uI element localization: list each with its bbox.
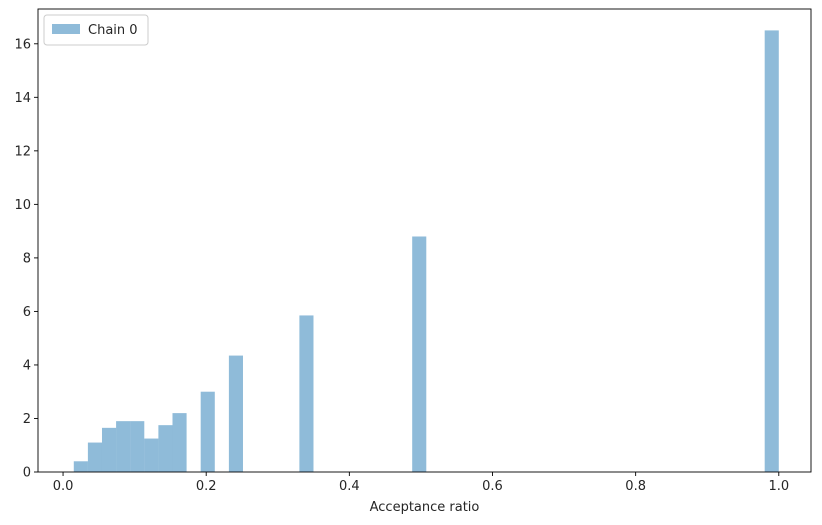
- histogram-bar: [764, 30, 779, 472]
- legend-box: [43, 14, 149, 46]
- histogram-bar: [87, 442, 102, 472]
- legend-label: Chain 0: [88, 23, 138, 38]
- y-tick-label: 16: [14, 37, 31, 52]
- plot-frame: [37, 8, 812, 473]
- x-tick-label: 0.2: [196, 479, 217, 494]
- x-tick-label: 1.0: [768, 479, 789, 494]
- x-axis-label: Acceptance ratio: [370, 500, 480, 515]
- histogram-bar: [144, 438, 159, 472]
- y-tick-label: 2: [23, 412, 31, 427]
- axes-layer: 0.0 0.2 0.4 0.6 0.8 1.0 0 2 4 6 8 10 12 14 16 Acceptanc…: [14, 8, 812, 515]
- y-tick-label: 14: [14, 91, 31, 106]
- histogram-bar: [101, 427, 117, 472]
- y-tick-label: 0: [23, 466, 31, 481]
- legend-swatch: [52, 24, 80, 34]
- histogram-bar: [200, 391, 215, 472]
- y-tick-label: 6: [23, 305, 31, 320]
- histogram-bar: [116, 421, 131, 472]
- y-tick-label: 10: [14, 198, 31, 213]
- histogram-bar: [130, 421, 145, 472]
- histogram-bar: [73, 461, 88, 472]
- histogram-bar: [412, 236, 427, 472]
- y-tick-label: 4: [23, 358, 31, 373]
- x-tick-label: 0.6: [482, 479, 503, 494]
- histogram-bar: [228, 355, 243, 472]
- y-tick-label: 12: [14, 144, 31, 159]
- bars-layer: [73, 30, 779, 472]
- histogram-bar: [172, 413, 187, 472]
- x-tick-label: 0.0: [53, 479, 74, 494]
- y-tick-label: 8: [23, 251, 31, 266]
- legend: Chain 0: [43, 14, 149, 46]
- x-tick-label: 0.4: [339, 479, 360, 494]
- x-tick-label: 0.8: [625, 479, 646, 494]
- histogram-bar: [158, 425, 173, 472]
- histogram-bar: [299, 315, 314, 472]
